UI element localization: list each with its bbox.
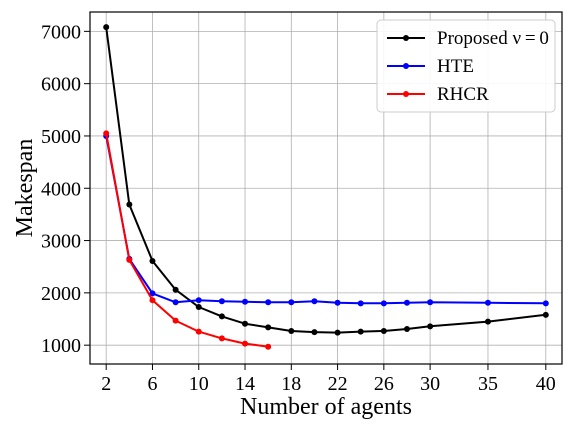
x-tick-label: 18 — [281, 373, 301, 395]
data-point — [311, 329, 318, 336]
data-point — [288, 299, 295, 306]
data-point — [103, 130, 110, 137]
data-point — [242, 320, 249, 327]
x-tick-label: 40 — [536, 373, 556, 395]
data-point — [195, 303, 202, 310]
data-point — [265, 324, 272, 331]
series-line — [105, 135, 546, 305]
y-tick-label: 1000 — [41, 335, 81, 357]
data-point — [380, 328, 387, 335]
series-line — [105, 133, 269, 348]
axis-ticks: 2 6 10 14 18 22 26 30 35 401000200030004000500060… — [41, 21, 556, 395]
y-tick-label: 3000 — [41, 231, 81, 253]
y-tick-label: 5000 — [41, 126, 81, 148]
legend-label: HTE — [437, 56, 474, 77]
data-point — [242, 340, 249, 347]
data-point — [357, 300, 364, 307]
x-tick-label: 6 — [147, 373, 157, 395]
y-tick-label: 4000 — [41, 178, 81, 200]
data-point — [126, 201, 133, 208]
data-point — [126, 256, 133, 263]
legend-marker — [403, 91, 409, 97]
data-point — [311, 298, 318, 305]
x-tick-label: 14 — [235, 373, 255, 395]
x-tick-label: 22 — [328, 373, 348, 395]
x-tick-label: 35 — [478, 373, 498, 395]
series-0 — [103, 24, 549, 336]
data-point — [484, 299, 491, 306]
x-tick-label: 30 — [420, 373, 440, 395]
x-tick-label: 10 — [189, 373, 209, 395]
data-point — [195, 297, 202, 304]
grid — [90, 12, 562, 364]
data-point — [265, 343, 272, 350]
data-point — [172, 317, 179, 324]
x-tick-label: 2 — [101, 373, 111, 395]
data-point — [172, 286, 179, 293]
data-point — [149, 297, 156, 304]
legend-label: Proposed ν = 0 — [437, 28, 549, 49]
data-point — [542, 300, 549, 307]
data-point — [403, 325, 410, 332]
data-point — [195, 328, 202, 335]
data-point — [288, 328, 295, 335]
data-point — [380, 300, 387, 307]
data-point — [334, 329, 341, 336]
data-point — [334, 299, 341, 306]
legend-marker — [403, 35, 409, 41]
data-point — [484, 318, 491, 325]
data-point — [265, 299, 272, 306]
data-point — [218, 335, 225, 342]
series-1 — [103, 132, 549, 307]
x-axis-label: Number of agents — [240, 394, 412, 420]
data-point — [542, 311, 549, 318]
data-point — [427, 323, 434, 330]
legend-label: RHCR — [437, 84, 489, 105]
data-point — [357, 328, 364, 335]
data-point — [218, 313, 225, 320]
data-point — [172, 299, 179, 306]
data-point — [403, 299, 410, 306]
legend: Proposed ν = 0 HTE RHCR — [376, 19, 556, 113]
y-tick-label: 2000 — [41, 283, 81, 305]
legend-marker — [403, 63, 409, 69]
data-point — [103, 24, 110, 31]
data-point — [149, 257, 156, 264]
series-layer — [103, 24, 549, 350]
data-point — [218, 298, 225, 305]
data-point — [149, 290, 156, 297]
series-2 — [103, 130, 272, 350]
y-tick-label: 7000 — [41, 21, 81, 43]
y-tick-label: 6000 — [41, 74, 81, 96]
y-axis-label: Makespan — [12, 139, 38, 238]
data-point — [427, 299, 434, 306]
data-point — [242, 298, 249, 305]
x-tick-label: 26 — [374, 373, 394, 395]
legend-box — [376, 19, 556, 113]
